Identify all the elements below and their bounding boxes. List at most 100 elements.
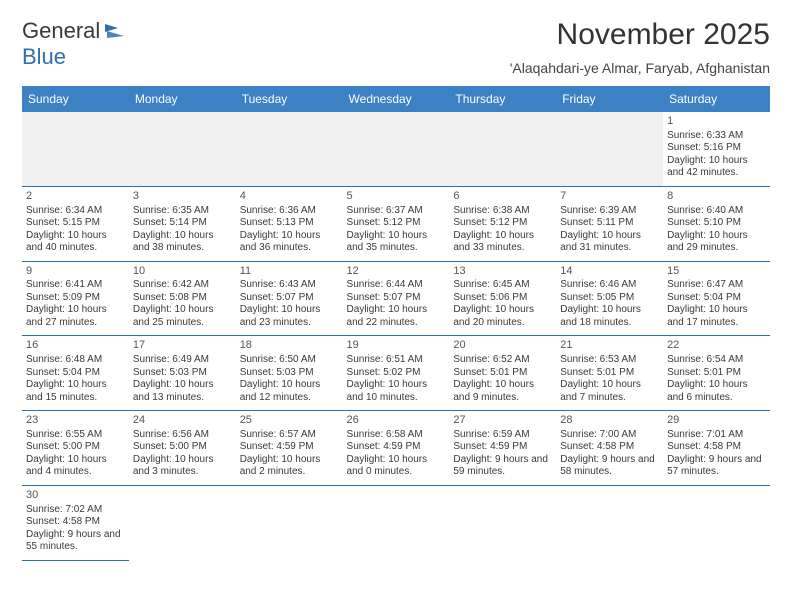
- calendar-row: 1Sunrise: 6:33 AMSunset: 5:16 PMDaylight…: [22, 112, 770, 186]
- daylight-text: Daylight: 10 hours and 23 minutes.: [240, 304, 339, 329]
- day-number: 12: [347, 265, 446, 279]
- daylight-text: Daylight: 10 hours and 42 minutes.: [667, 155, 766, 180]
- day-number: 29: [667, 414, 766, 428]
- sunrise-text: Sunrise: 6:35 AM: [133, 205, 232, 218]
- daylight-text: Daylight: 10 hours and 33 minutes.: [453, 230, 552, 255]
- day-number: 1: [667, 115, 766, 129]
- sunrise-text: Sunrise: 6:55 AM: [26, 429, 125, 442]
- day-cell: 10Sunrise: 6:42 AMSunset: 5:08 PMDayligh…: [129, 261, 236, 336]
- day-cell: 6Sunrise: 6:38 AMSunset: 5:12 PMDaylight…: [449, 186, 556, 261]
- calendar-row: 9Sunrise: 6:41 AMSunset: 5:09 PMDaylight…: [22, 261, 770, 336]
- daylight-text: Daylight: 10 hours and 7 minutes.: [560, 379, 659, 404]
- day-number: 7: [560, 190, 659, 204]
- daylight-text: Daylight: 10 hours and 0 minutes.: [347, 454, 446, 479]
- sunrise-text: Sunrise: 6:46 AM: [560, 279, 659, 292]
- day-cell: 20Sunrise: 6:52 AMSunset: 5:01 PMDayligh…: [449, 336, 556, 411]
- calendar-row: 30Sunrise: 7:02 AMSunset: 4:58 PMDayligh…: [22, 485, 770, 560]
- sunrise-text: Sunrise: 6:45 AM: [453, 279, 552, 292]
- daylight-text: Daylight: 10 hours and 38 minutes.: [133, 230, 232, 255]
- daylight-text: Daylight: 9 hours and 59 minutes.: [453, 454, 552, 479]
- weekday-header: Friday: [556, 86, 663, 112]
- empty-cell: [663, 485, 770, 560]
- day-number: 5: [347, 190, 446, 204]
- sunrise-text: Sunrise: 6:42 AM: [133, 279, 232, 292]
- day-cell: 13Sunrise: 6:45 AMSunset: 5:06 PMDayligh…: [449, 261, 556, 336]
- sunrise-text: Sunrise: 6:49 AM: [133, 354, 232, 367]
- day-cell: 15Sunrise: 6:47 AMSunset: 5:04 PMDayligh…: [663, 261, 770, 336]
- day-number: 21: [560, 339, 659, 353]
- day-number: 14: [560, 265, 659, 279]
- day-cell: 25Sunrise: 6:57 AMSunset: 4:59 PMDayligh…: [236, 411, 343, 486]
- empty-cell: [236, 485, 343, 560]
- daylight-text: Daylight: 9 hours and 55 minutes.: [26, 529, 125, 554]
- sunset-text: Sunset: 5:06 PM: [453, 292, 552, 305]
- empty-cell: [556, 112, 663, 186]
- sunset-text: Sunset: 5:11 PM: [560, 217, 659, 230]
- sunrise-text: Sunrise: 6:56 AM: [133, 429, 232, 442]
- daylight-text: Daylight: 10 hours and 13 minutes.: [133, 379, 232, 404]
- sunrise-text: Sunrise: 6:53 AM: [560, 354, 659, 367]
- day-cell: 24Sunrise: 6:56 AMSunset: 5:00 PMDayligh…: [129, 411, 236, 486]
- day-number: 15: [667, 265, 766, 279]
- sunrise-text: Sunrise: 6:51 AM: [347, 354, 446, 367]
- sunrise-text: Sunrise: 6:34 AM: [26, 205, 125, 218]
- day-cell: 18Sunrise: 6:50 AMSunset: 5:03 PMDayligh…: [236, 336, 343, 411]
- sunrise-text: Sunrise: 6:52 AM: [453, 354, 552, 367]
- day-number: 10: [133, 265, 232, 279]
- sunrise-text: Sunrise: 7:02 AM: [26, 504, 125, 517]
- day-cell: 29Sunrise: 7:01 AMSunset: 4:58 PMDayligh…: [663, 411, 770, 486]
- daylight-text: Daylight: 10 hours and 4 minutes.: [26, 454, 125, 479]
- day-cell: 4Sunrise: 6:36 AMSunset: 5:13 PMDaylight…: [236, 186, 343, 261]
- calendar-table: SundayMondayTuesdayWednesdayThursdayFrid…: [22, 86, 770, 561]
- sunset-text: Sunset: 5:14 PM: [133, 217, 232, 230]
- sunset-text: Sunset: 4:58 PM: [667, 441, 766, 454]
- sunset-text: Sunset: 4:58 PM: [560, 441, 659, 454]
- sunset-text: Sunset: 5:01 PM: [560, 367, 659, 380]
- page-title: November 2025: [510, 18, 770, 52]
- sunset-text: Sunset: 5:03 PM: [133, 367, 232, 380]
- daylight-text: Daylight: 10 hours and 12 minutes.: [240, 379, 339, 404]
- daylight-text: Daylight: 10 hours and 10 minutes.: [347, 379, 446, 404]
- calendar-row: 23Sunrise: 6:55 AMSunset: 5:00 PMDayligh…: [22, 411, 770, 486]
- sunset-text: Sunset: 4:59 PM: [240, 441, 339, 454]
- calendar-row: 16Sunrise: 6:48 AMSunset: 5:04 PMDayligh…: [22, 336, 770, 411]
- empty-cell: [236, 112, 343, 186]
- day-cell: 22Sunrise: 6:54 AMSunset: 5:01 PMDayligh…: [663, 336, 770, 411]
- daylight-text: Daylight: 10 hours and 36 minutes.: [240, 230, 339, 255]
- daylight-text: Daylight: 10 hours and 6 minutes.: [667, 379, 766, 404]
- sunrise-text: Sunrise: 6:57 AM: [240, 429, 339, 442]
- day-cell: 9Sunrise: 6:41 AMSunset: 5:09 PMDaylight…: [22, 261, 129, 336]
- day-number: 25: [240, 414, 339, 428]
- sunset-text: Sunset: 5:02 PM: [347, 367, 446, 380]
- day-number: 23: [26, 414, 125, 428]
- sunrise-text: Sunrise: 6:37 AM: [347, 205, 446, 218]
- sunset-text: Sunset: 5:09 PM: [26, 292, 125, 305]
- sunset-text: Sunset: 4:59 PM: [453, 441, 552, 454]
- daylight-text: Daylight: 10 hours and 9 minutes.: [453, 379, 552, 404]
- day-number: 11: [240, 265, 339, 279]
- weekday-header: Sunday: [22, 86, 129, 112]
- sunset-text: Sunset: 4:59 PM: [347, 441, 446, 454]
- sunset-text: Sunset: 5:15 PM: [26, 217, 125, 230]
- weekday-header: Wednesday: [343, 86, 450, 112]
- empty-cell: [129, 112, 236, 186]
- sunset-text: Sunset: 5:12 PM: [347, 217, 446, 230]
- daylight-text: Daylight: 9 hours and 58 minutes.: [560, 454, 659, 479]
- day-number: 17: [133, 339, 232, 353]
- day-number: 8: [667, 190, 766, 204]
- daylight-text: Daylight: 10 hours and 27 minutes.: [26, 304, 125, 329]
- day-cell: 23Sunrise: 6:55 AMSunset: 5:00 PMDayligh…: [22, 411, 129, 486]
- day-number: 2: [26, 190, 125, 204]
- sunrise-text: Sunrise: 7:01 AM: [667, 429, 766, 442]
- sunset-text: Sunset: 5:08 PM: [133, 292, 232, 305]
- sunset-text: Sunset: 5:04 PM: [667, 292, 766, 305]
- day-cell: 26Sunrise: 6:58 AMSunset: 4:59 PMDayligh…: [343, 411, 450, 486]
- calendar-row: 2Sunrise: 6:34 AMSunset: 5:15 PM Daylight…: [22, 186, 770, 261]
- weekday-header: Tuesday: [236, 86, 343, 112]
- sunset-text: Sunset: 5:07 PM: [347, 292, 446, 305]
- empty-cell: [556, 485, 663, 560]
- location-subtitle: 'Alaqahdari-ye Almar, Faryab, Afghanista…: [510, 60, 770, 76]
- daylight-text: Daylight: 10 hours and 17 minutes.: [667, 304, 766, 329]
- empty-cell: [449, 485, 556, 560]
- logo-text-general: General: [22, 18, 100, 44]
